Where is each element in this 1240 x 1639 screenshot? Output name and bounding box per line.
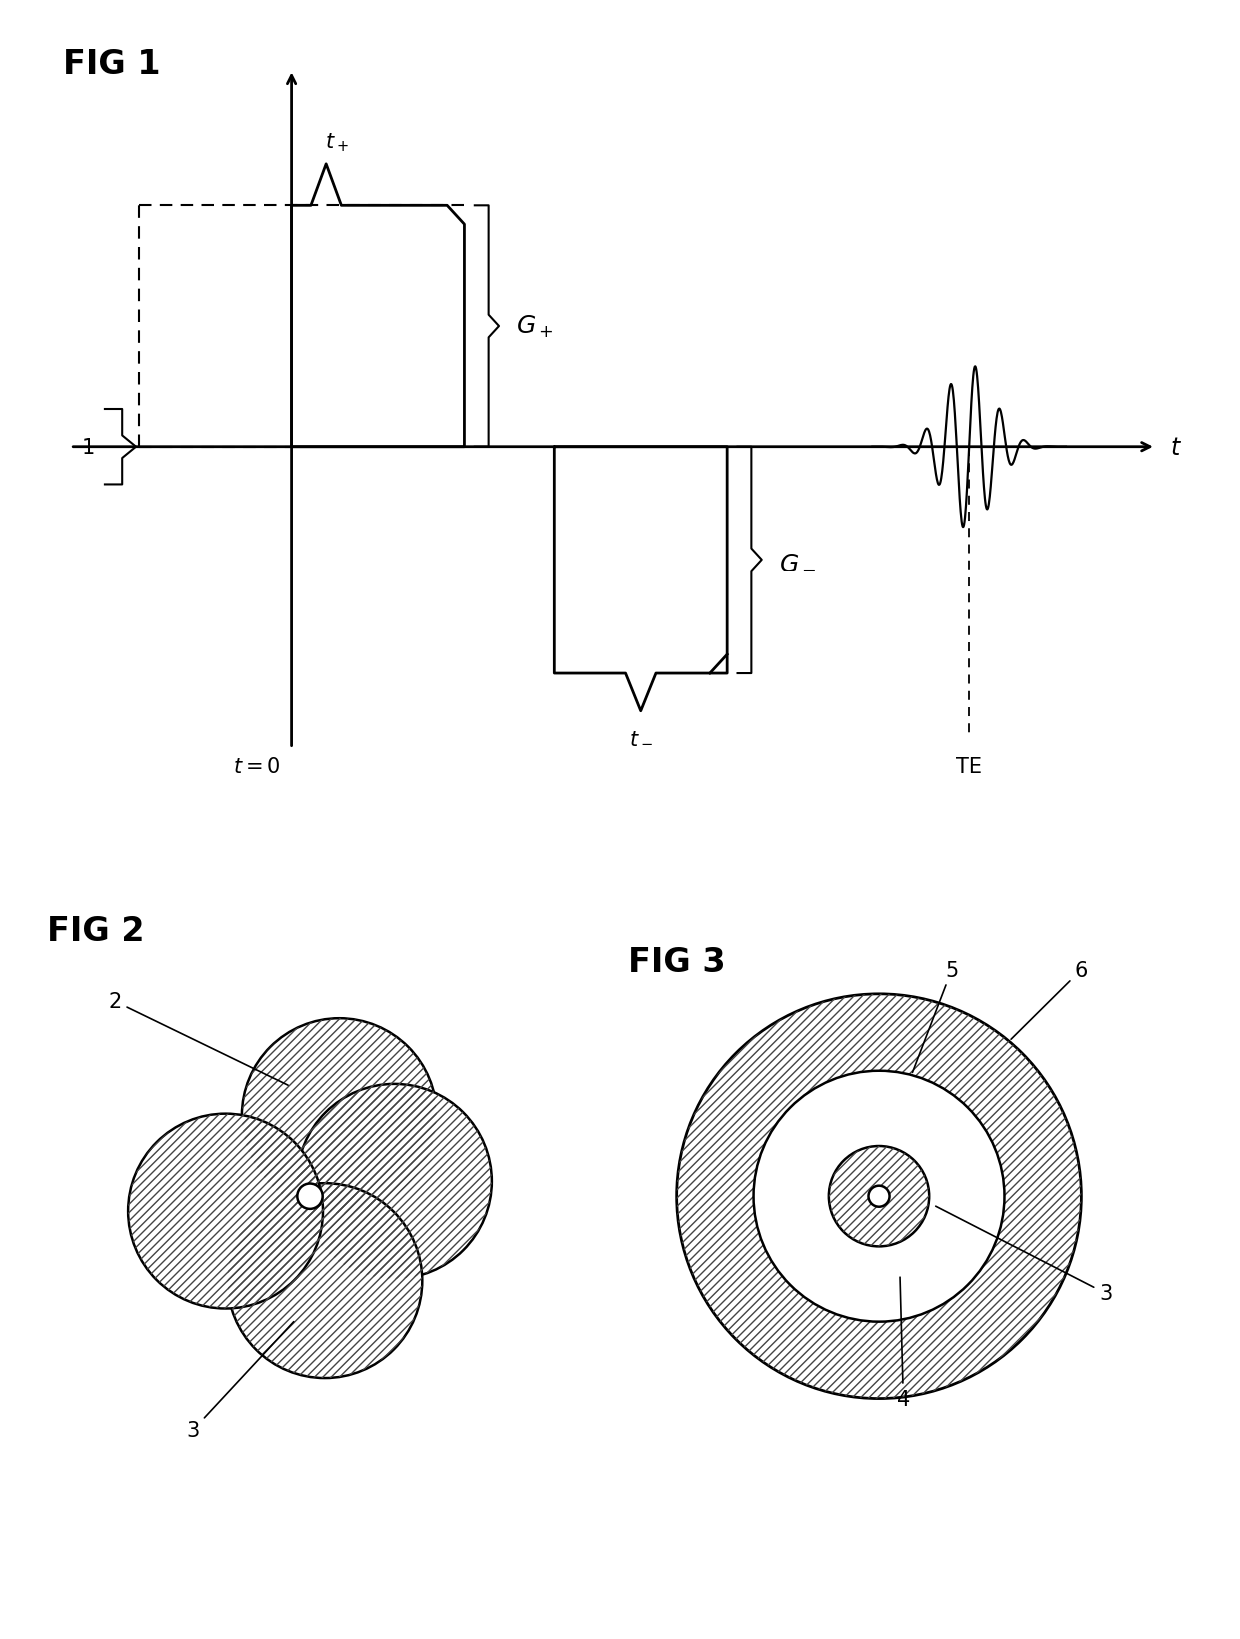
Circle shape bbox=[242, 1018, 436, 1213]
Text: 4: 4 bbox=[897, 1277, 910, 1408]
Text: FIG 2: FIG 2 bbox=[47, 915, 144, 947]
Circle shape bbox=[227, 1183, 423, 1378]
Text: 1: 1 bbox=[82, 438, 94, 457]
Text: FIG 1: FIG 1 bbox=[63, 48, 161, 80]
Text: $G_+$: $G_+$ bbox=[516, 313, 554, 339]
Text: TE: TE bbox=[956, 757, 982, 777]
Circle shape bbox=[677, 995, 1081, 1398]
Circle shape bbox=[298, 1183, 322, 1210]
Text: 2: 2 bbox=[109, 992, 288, 1085]
Circle shape bbox=[828, 1146, 929, 1247]
Text: $t$: $t$ bbox=[1169, 436, 1182, 459]
Text: $G_-$: $G_-$ bbox=[779, 549, 817, 572]
Text: FIG 3: FIG 3 bbox=[629, 946, 725, 978]
Text: 3: 3 bbox=[936, 1206, 1112, 1303]
Circle shape bbox=[298, 1085, 492, 1278]
Circle shape bbox=[128, 1115, 322, 1308]
Circle shape bbox=[868, 1187, 889, 1206]
Circle shape bbox=[754, 1070, 1004, 1323]
Text: 3: 3 bbox=[186, 1321, 294, 1441]
Text: 6: 6 bbox=[1011, 960, 1087, 1039]
Text: $t_+$: $t_+$ bbox=[325, 131, 348, 154]
Text: $t=0$: $t=0$ bbox=[233, 757, 281, 777]
Text: 5: 5 bbox=[913, 960, 959, 1074]
Text: $t_-$: $t_-$ bbox=[629, 726, 652, 746]
